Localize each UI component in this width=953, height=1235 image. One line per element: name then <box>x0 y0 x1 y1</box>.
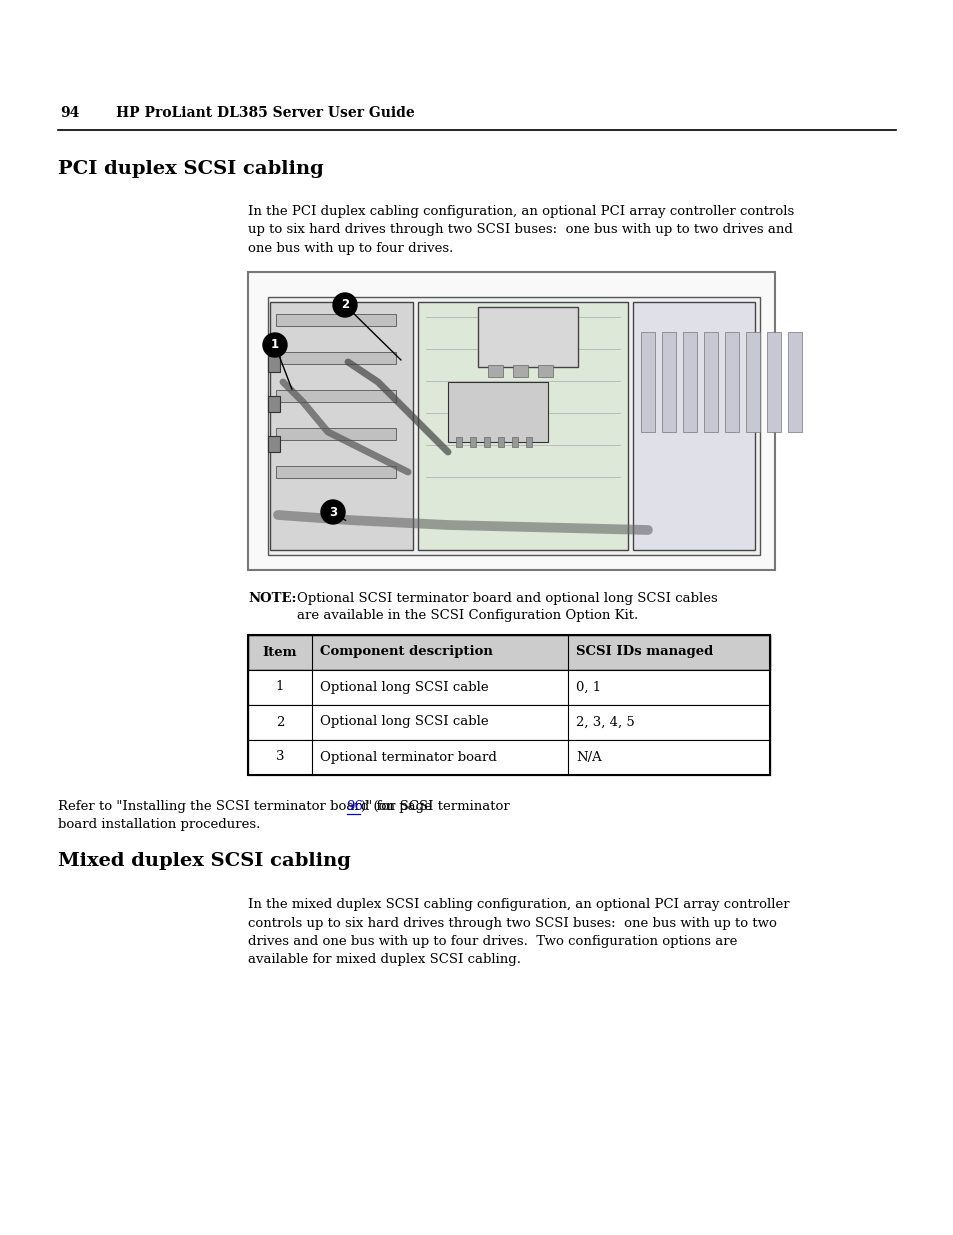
Bar <box>497 437 503 447</box>
Text: board installation procedures.: board installation procedures. <box>58 818 260 831</box>
Bar <box>703 332 718 432</box>
Bar <box>513 366 527 377</box>
Polygon shape <box>268 296 760 555</box>
Text: Optional long SCSI cable: Optional long SCSI cable <box>319 680 488 694</box>
Polygon shape <box>270 303 413 550</box>
Bar <box>470 437 476 447</box>
Text: 96: 96 <box>346 800 363 813</box>
Text: 94: 94 <box>60 106 79 120</box>
Bar <box>248 635 769 671</box>
Polygon shape <box>417 303 627 550</box>
Bar <box>483 437 490 447</box>
Bar <box>268 396 280 412</box>
Text: In the mixed duplex SCSI cabling configuration, an optional PCI array controller: In the mixed duplex SCSI cabling configu… <box>248 898 789 967</box>
Polygon shape <box>633 303 754 550</box>
Text: 2, 3, 4, 5: 2, 3, 4, 5 <box>576 715 634 729</box>
Bar <box>512 437 517 447</box>
Bar <box>682 332 697 432</box>
Text: 1: 1 <box>275 680 284 694</box>
Bar <box>275 314 395 326</box>
Bar <box>525 437 532 447</box>
Bar <box>248 635 769 776</box>
Text: Optional long SCSI cable: Optional long SCSI cable <box>319 715 488 729</box>
Bar <box>275 390 395 403</box>
Bar <box>640 332 655 432</box>
Bar <box>248 272 774 571</box>
Bar <box>248 705 769 740</box>
Bar <box>275 466 395 478</box>
Text: In the PCI duplex cabling configuration, an optional PCI array controller contro: In the PCI duplex cabling configuration,… <box>248 205 794 254</box>
Text: Optional terminator board: Optional terminator board <box>319 751 497 763</box>
Text: PCI duplex SCSI cabling: PCI duplex SCSI cabling <box>58 161 323 178</box>
Bar <box>745 332 760 432</box>
Text: Item: Item <box>262 646 297 658</box>
Circle shape <box>320 500 345 524</box>
Bar <box>248 671 769 705</box>
Text: Optional SCSI terminator board and optional long SCSI cables: Optional SCSI terminator board and optio… <box>296 592 717 605</box>
Text: 2: 2 <box>275 715 284 729</box>
Text: 2: 2 <box>340 299 349 311</box>
Bar <box>268 436 280 452</box>
Text: 3: 3 <box>275 751 284 763</box>
Text: Refer to "Installing the SCSI terminator board (on page: Refer to "Installing the SCSI terminator… <box>58 800 436 813</box>
Bar <box>537 366 553 377</box>
Text: SCSI IDs managed: SCSI IDs managed <box>576 646 713 658</box>
Bar <box>448 382 547 442</box>
Text: )" for SCSI terminator: )" for SCSI terminator <box>360 800 509 813</box>
Circle shape <box>263 333 287 357</box>
Text: N/A: N/A <box>576 751 601 763</box>
Bar <box>248 740 769 776</box>
Text: NOTE:: NOTE: <box>248 592 296 605</box>
Bar <box>275 429 395 440</box>
Text: 3: 3 <box>329 505 336 519</box>
Bar <box>661 332 676 432</box>
Text: 1: 1 <box>271 338 279 352</box>
Bar <box>477 308 578 367</box>
Bar <box>766 332 781 432</box>
Text: are available in the SCSI Configuration Option Kit.: are available in the SCSI Configuration … <box>296 609 638 622</box>
Text: HP ProLiant DL385 Server User Guide: HP ProLiant DL385 Server User Guide <box>116 106 415 120</box>
Bar <box>724 332 739 432</box>
Bar <box>268 356 280 372</box>
Circle shape <box>333 293 356 317</box>
Bar <box>275 352 395 364</box>
Bar <box>456 437 461 447</box>
Bar <box>787 332 801 432</box>
Bar <box>488 366 502 377</box>
Text: Mixed duplex SCSI cabling: Mixed duplex SCSI cabling <box>58 852 351 869</box>
Text: Component description: Component description <box>319 646 493 658</box>
Text: 0, 1: 0, 1 <box>576 680 600 694</box>
